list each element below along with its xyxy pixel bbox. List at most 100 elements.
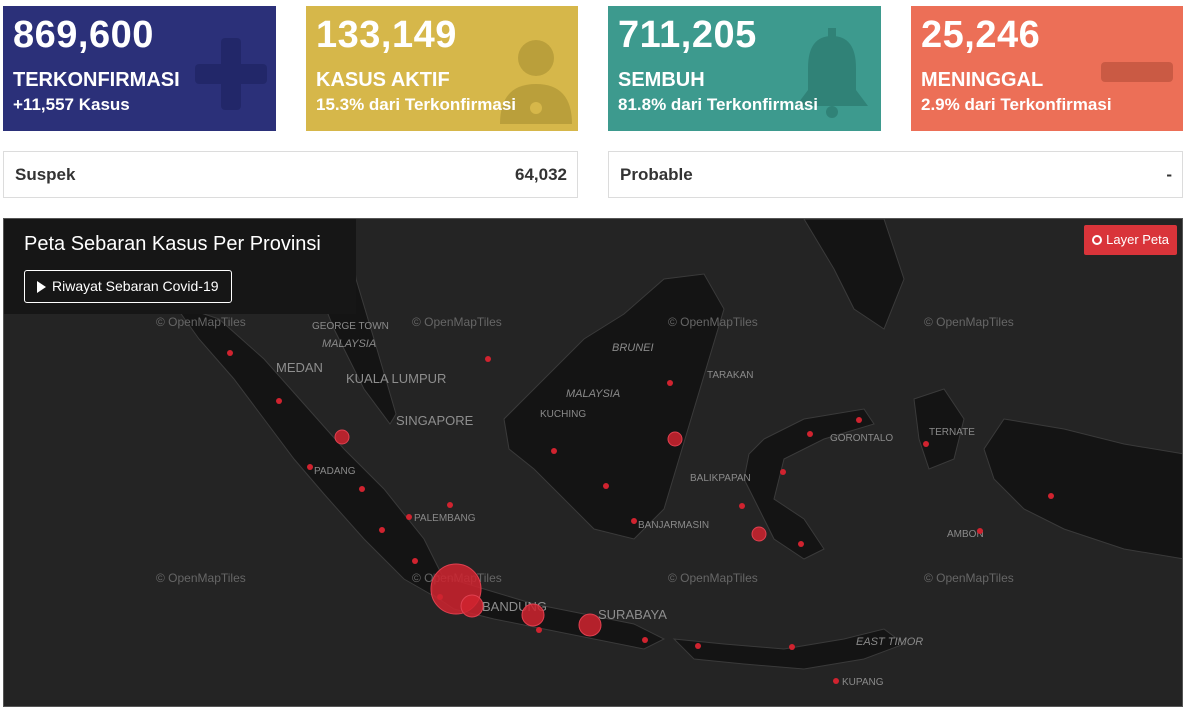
plus-icon <box>195 38 267 110</box>
label-ambon: AMBON <box>947 529 984 540</box>
label-surabaya: SURABAYA <box>598 607 667 622</box>
province-marker[interactable] <box>437 594 443 600</box>
bell-icon <box>796 28 868 118</box>
province-marker[interactable] <box>521 603 545 627</box>
province-marker[interactable] <box>536 627 542 633</box>
suspect-value: 64,032 <box>515 165 567 184</box>
province-marker[interactable] <box>856 417 862 423</box>
province-marker[interactable] <box>631 518 637 524</box>
label-george-town: GEORGE TOWN <box>312 321 389 332</box>
philippines <box>803 219 905 330</box>
sumatra <box>172 303 445 600</box>
active-sub: 15.3% dari Terkonfirmasi <box>316 95 516 114</box>
layer-button[interactable]: Layer Peta <box>1084 225 1177 255</box>
layer-button-label: Layer Peta <box>1106 232 1169 247</box>
deaths-card: 25,246 MENINGGAL 2.9% dari Terkonfirmasi <box>911 6 1183 131</box>
case-map[interactable]: GEORGE TOWN MALAYSIA MEDAN KUALA LUMPUR … <box>3 218 1183 707</box>
label-kupang: KUPANG <box>842 677 884 688</box>
layers-icon <box>1092 235 1103 245</box>
map-title: Peta Sebaran Kasus Per Provinsi <box>24 233 321 255</box>
label-palembang: PALEMBANG <box>414 513 476 524</box>
attribution-5: © OpenMapTiles <box>156 571 246 585</box>
province-marker[interactable] <box>833 678 839 684</box>
probable-label: Probable <box>620 165 693 184</box>
minus-icon <box>1101 62 1173 82</box>
deaths-sub: 2.9% dari Terkonfirmasi <box>921 95 1112 114</box>
borneo <box>503 273 725 540</box>
recovered-card: 711,205 SEMBUH 81.8% dari Terkonfirmasi <box>608 6 881 131</box>
nusa-tenggara <box>672 628 906 670</box>
label-singapore: SINGAPORE <box>396 413 474 428</box>
province-marker[interactable] <box>603 483 609 489</box>
attribution-4: © OpenMapTiles <box>924 315 1014 329</box>
map-canvas[interactable]: GEORGE TOWN MALAYSIA MEDAN KUALA LUMPUR … <box>4 219 1183 707</box>
attribution-7: © OpenMapTiles <box>668 571 758 585</box>
province-marker[interactable] <box>227 350 233 356</box>
province-marker[interactable] <box>695 643 701 649</box>
deaths-value: 25,246 <box>921 14 1041 56</box>
active-card: 133,149 KASUS AKTIF 15.3% dari Terkonfir… <box>306 6 578 131</box>
suspect-label: Suspek <box>15 165 76 184</box>
attribution-8: © OpenMapTiles <box>924 571 1014 585</box>
province-marker[interactable] <box>359 486 365 492</box>
province-marker[interactable] <box>977 528 983 534</box>
label-malaysia-west: MALAYSIA <box>322 338 376 350</box>
province-marker[interactable] <box>923 441 929 447</box>
label-ternate: TERNATE <box>929 427 975 438</box>
province-marker[interactable] <box>642 637 648 643</box>
province-marker[interactable] <box>460 594 484 618</box>
map-header: Peta Sebaran Kasus Per Provinsi Riwayat … <box>4 219 356 314</box>
label-medan: MEDAN <box>276 360 323 375</box>
province-marker[interactable] <box>578 613 602 637</box>
doctor-icon <box>500 40 572 124</box>
sulawesi <box>743 408 875 560</box>
recovered-label: SEMBUH <box>618 69 705 91</box>
recovered-value: 711,205 <box>618 14 757 56</box>
confirmed-sub: +11,557 Kasus <box>13 95 130 114</box>
province-marker[interactable] <box>485 356 491 362</box>
recovered-sub: 81.8% dari Terkonfirmasi <box>618 95 818 114</box>
label-brunei: BRUNEI <box>612 342 654 354</box>
province-marker[interactable] <box>667 380 673 386</box>
attribution-2: © OpenMapTiles <box>412 315 502 329</box>
province-marker[interactable] <box>307 464 313 470</box>
label-padang: PADANG <box>314 466 356 477</box>
province-marker[interactable] <box>667 431 683 447</box>
province-marker[interactable] <box>1048 493 1054 499</box>
label-gorontalo: GORONTALO <box>830 433 893 444</box>
province-marker[interactable] <box>780 469 786 475</box>
province-marker[interactable] <box>412 558 418 564</box>
label-malaysia-east: MALAYSIA <box>566 388 620 400</box>
confirmed-card: 869,600 TERKONFIRMASI +11,557 Kasus <box>3 6 276 131</box>
province-marker[interactable] <box>276 398 282 404</box>
label-balikpapan: BALIKPAPAN <box>690 473 751 484</box>
history-button[interactable]: Riwayat Sebaran Covid-19 <box>24 270 232 303</box>
active-value: 133,149 <box>316 14 457 56</box>
active-label: KASUS AKTIF <box>316 69 450 91</box>
label-tarakan: TARAKAN <box>707 370 754 381</box>
label-east-timor: EAST TIMOR <box>856 636 923 648</box>
province-marker[interactable] <box>406 514 412 520</box>
probable-box: Probable - <box>608 151 1183 198</box>
probable-value: - <box>1166 165 1172 184</box>
province-marker[interactable] <box>807 431 813 437</box>
confirmed-value: 869,600 <box>13 14 154 56</box>
attribution-1: © OpenMapTiles <box>156 315 246 329</box>
province-marker[interactable] <box>739 503 745 509</box>
history-button-label: Riwayat Sebaran Covid-19 <box>52 278 219 294</box>
play-icon <box>37 280 46 293</box>
province-marker[interactable] <box>751 526 767 542</box>
confirmed-label: TERKONFIRMASI <box>13 69 180 91</box>
province-marker[interactable] <box>334 429 350 445</box>
province-marker[interactable] <box>789 644 795 650</box>
suspect-box: Suspek 64,032 <box>3 151 578 198</box>
label-kuala-lumpur: KUALA LUMPUR <box>346 371 446 386</box>
province-marker[interactable] <box>379 527 385 533</box>
province-marker[interactable] <box>551 448 557 454</box>
province-marker[interactable] <box>447 502 453 508</box>
province-marker[interactable] <box>798 541 804 547</box>
label-kuching: KUCHING <box>540 409 586 420</box>
papua <box>983 418 1182 560</box>
maluku <box>913 388 965 470</box>
attribution-3: © OpenMapTiles <box>668 315 758 329</box>
